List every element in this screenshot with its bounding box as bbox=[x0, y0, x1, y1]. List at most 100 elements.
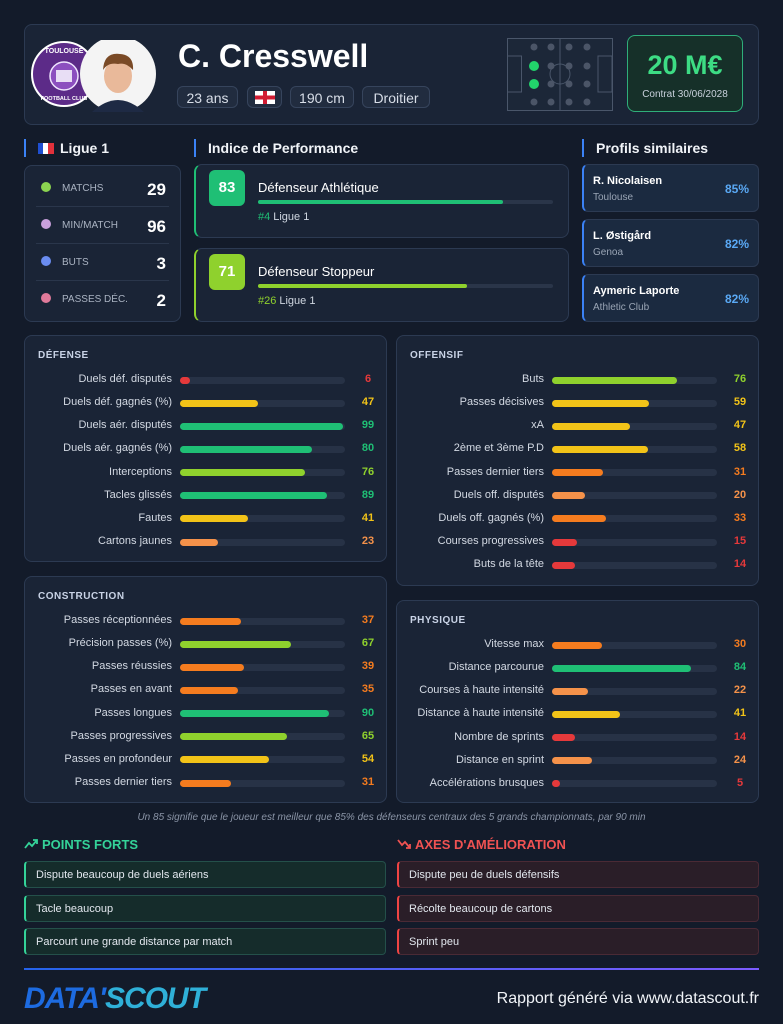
similar-name: R. Nicolaisen bbox=[593, 175, 663, 187]
stat-label: BUTS bbox=[62, 257, 89, 268]
club-text: TOULOUSE bbox=[45, 48, 84, 55]
similar-heading: Profils similaires bbox=[582, 139, 708, 157]
score-bar bbox=[258, 284, 468, 288]
stat-track bbox=[180, 538, 345, 546]
separator bbox=[36, 280, 169, 281]
similar-card bbox=[582, 219, 759, 267]
stat-bar bbox=[552, 445, 648, 453]
stat-value: 3 bbox=[156, 254, 166, 273]
similar-club: Athletic Club bbox=[593, 302, 650, 313]
stat-track bbox=[552, 780, 717, 788]
stat-track bbox=[180, 663, 345, 671]
age-pill: 23 ans bbox=[177, 86, 238, 108]
stat-track bbox=[180, 515, 345, 523]
role: Défenseur Stoppeur bbox=[258, 264, 375, 279]
stat-track bbox=[552, 422, 717, 430]
stat-label: Passes longues bbox=[94, 706, 172, 719]
stat-track bbox=[180, 445, 345, 453]
stat-value: 35 bbox=[361, 683, 375, 696]
stat-icon bbox=[41, 182, 51, 192]
stat-track bbox=[552, 734, 717, 742]
improvements-item: Récolte beaucoup de cartons bbox=[397, 894, 759, 922]
stat-value: 59 bbox=[733, 396, 747, 409]
improvements-item: Dispute peu de duels défensifs bbox=[397, 861, 759, 888]
stat-bar bbox=[180, 686, 238, 694]
stat-value: 41 bbox=[361, 511, 375, 524]
stat-track bbox=[180, 492, 345, 500]
separator bbox=[36, 243, 169, 244]
performance-heading: Indice de Performance bbox=[194, 139, 358, 157]
stat-value: 58 bbox=[733, 442, 747, 455]
score-badge: 71 bbox=[209, 254, 245, 290]
stat-bar bbox=[552, 561, 576, 569]
note: Un 85 signifie que le joueur est meilleu… bbox=[137, 812, 646, 823]
stat-bar bbox=[180, 733, 288, 741]
flag-pill bbox=[247, 86, 282, 108]
stat-bar bbox=[180, 640, 291, 648]
stat-track bbox=[552, 561, 717, 569]
stat-track bbox=[552, 641, 717, 649]
stat-track bbox=[180, 469, 345, 477]
stat-bar bbox=[180, 538, 218, 546]
stat-label: Accélérations brusques bbox=[429, 776, 544, 789]
stat-label: Passes en avant bbox=[90, 683, 172, 696]
stat-label: Buts bbox=[521, 373, 544, 385]
stat-track bbox=[180, 710, 345, 718]
stat-label: Passes décisives bbox=[459, 396, 544, 409]
stat-value: 65 bbox=[361, 729, 375, 742]
stat-track bbox=[180, 399, 345, 407]
stat-label: Duels off. gagnés (%) bbox=[438, 511, 544, 524]
stat-track bbox=[180, 733, 345, 741]
stat-track bbox=[552, 710, 717, 718]
stat-bar bbox=[180, 663, 245, 671]
improvements-title: AXES D'AMÉLIORATION bbox=[415, 837, 566, 852]
contract: Contrat 30/06/2028 bbox=[642, 89, 728, 100]
stat-bar bbox=[180, 515, 248, 523]
stat-bar bbox=[180, 399, 258, 407]
stat-label: Duels aér. disputés bbox=[78, 419, 172, 432]
stat-label: Distance en sprint bbox=[455, 753, 544, 766]
stat-value: 15 bbox=[733, 535, 747, 548]
player-name: C. Cresswell bbox=[178, 38, 369, 74]
stat-label: MATCHS bbox=[62, 183, 104, 194]
stat-track bbox=[552, 664, 717, 672]
stat-track bbox=[552, 687, 717, 695]
pitch bbox=[507, 38, 613, 111]
stat-icon bbox=[41, 219, 51, 229]
stat-value: 47 bbox=[733, 419, 747, 432]
stat-value: 84 bbox=[733, 661, 747, 674]
stat-value: 24 bbox=[733, 753, 747, 766]
strengths-title: POINTS FORTS bbox=[42, 837, 139, 852]
stat-label: Passes dernier tiers bbox=[446, 465, 544, 478]
score-bar bbox=[258, 200, 503, 204]
stat-label: Distance à haute intensité bbox=[417, 707, 544, 720]
brand-part: DATA' bbox=[24, 982, 106, 1015]
flag bbox=[38, 143, 54, 154]
stat-bar bbox=[180, 469, 306, 477]
flag bbox=[254, 91, 275, 104]
stat-track bbox=[180, 756, 345, 764]
stat-value: 99 bbox=[361, 419, 375, 432]
stat-bar bbox=[180, 422, 344, 430]
rank: #26 Ligue 1 bbox=[258, 295, 315, 307]
stat-value: 22 bbox=[733, 684, 747, 697]
stat-value: 37 bbox=[361, 614, 375, 626]
stat-value: 33 bbox=[733, 511, 747, 524]
footer: Rapport généré via www.datascout.fr bbox=[496, 990, 759, 1007]
stat-bar bbox=[180, 756, 270, 764]
foot-pill: Droitier bbox=[362, 86, 430, 108]
market-value: 20 M€ bbox=[647, 50, 723, 80]
similar-name: Aymeric Laporte bbox=[593, 285, 680, 297]
stat-value: 2 bbox=[156, 291, 166, 310]
panel-title: OFFENSIF bbox=[410, 350, 464, 361]
stat-panel bbox=[396, 600, 759, 803]
stat-label: Duels déf. disputés bbox=[78, 373, 172, 385]
similar-match: 82% bbox=[724, 292, 749, 306]
stat-bar bbox=[552, 641, 602, 649]
stat-track bbox=[180, 686, 345, 694]
rank-league: Ligue 1 bbox=[273, 211, 310, 223]
stat-label: Passes dernier tiers bbox=[74, 776, 172, 789]
similar-card bbox=[582, 274, 759, 322]
stat-label: Nombre de sprints bbox=[454, 730, 544, 743]
panel-title: DÉFENSE bbox=[38, 350, 89, 361]
